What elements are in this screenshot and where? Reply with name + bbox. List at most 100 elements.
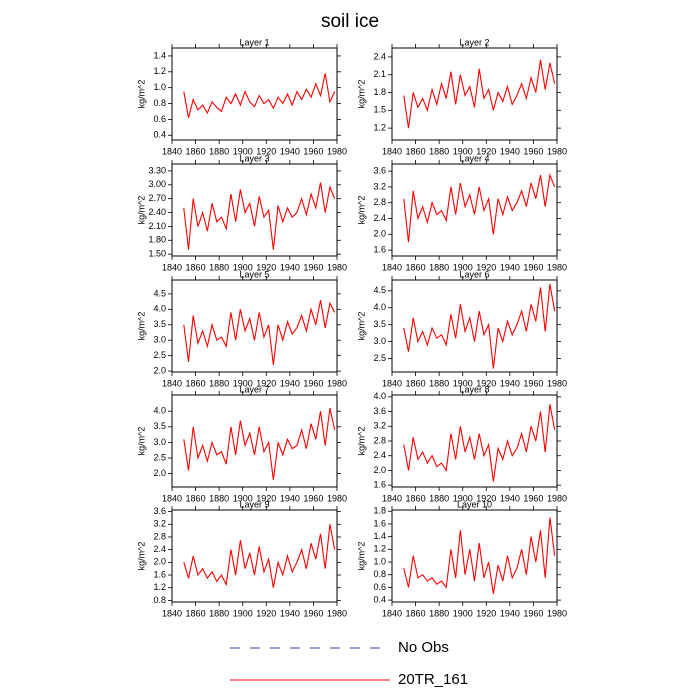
x-tick-label: 1940 xyxy=(500,262,520,272)
x-tick-label: 1980 xyxy=(327,608,347,618)
y-tick-label: 1.50 xyxy=(148,249,166,259)
y-tick-label: 4.0 xyxy=(153,406,166,416)
x-tick-label: 1960 xyxy=(303,262,323,272)
x-tick-label: 1940 xyxy=(280,608,300,618)
y-tick-label: 3.30 xyxy=(148,165,166,175)
y-axis-label: kg/m^2 xyxy=(356,80,366,109)
plot-frame xyxy=(171,279,338,373)
y-tick-label: 2.5 xyxy=(153,350,166,360)
y-tick-label: 3.6 xyxy=(373,406,386,416)
x-tick-label: 1940 xyxy=(500,378,520,388)
x-tick-label: 1860 xyxy=(186,262,206,272)
plot-frame xyxy=(171,509,338,603)
y-tick-label: 2.4 xyxy=(373,213,386,223)
y-axis-label: kg/m^2 xyxy=(356,196,366,225)
data-line xyxy=(183,299,336,365)
y-tick-label: 0.4 xyxy=(153,130,166,140)
x-tick-label: 1920 xyxy=(476,608,496,618)
x-tick-label: 1940 xyxy=(280,146,300,156)
x-tick-label: 1920 xyxy=(476,146,496,156)
x-tick-label: 1960 xyxy=(303,493,323,503)
plot-frame xyxy=(171,394,338,488)
panel-title: Layer 5 xyxy=(239,269,269,279)
x-tick-label: 1840 xyxy=(382,146,402,156)
plot-frame xyxy=(391,279,558,373)
y-tick-label: 1.2 xyxy=(153,582,166,592)
x-tick-label: 1960 xyxy=(303,378,323,388)
data-line xyxy=(183,73,336,118)
x-tick-label: 1980 xyxy=(327,262,347,272)
y-tick-label: 2.40 xyxy=(148,207,166,217)
x-tick-label: 1980 xyxy=(547,608,567,618)
y-axis-label: kg/m^2 xyxy=(356,542,366,571)
y-tick-label: 2.1 xyxy=(373,69,386,79)
y-axis-label: kg/m^2 xyxy=(356,312,366,341)
panel-title: Layer 3 xyxy=(239,153,269,163)
y-tick-label: 3.5 xyxy=(373,319,386,329)
x-tick-label: 1840 xyxy=(162,262,182,272)
x-tick-label: 1960 xyxy=(303,146,323,156)
x-tick-label: 1920 xyxy=(476,262,496,272)
y-axis-label: kg/m^2 xyxy=(136,542,146,571)
y-tick-label: 4.5 xyxy=(153,288,166,298)
x-tick-label: 1960 xyxy=(523,378,543,388)
x-tick-label: 1920 xyxy=(256,146,276,156)
y-tick-label: 2.5 xyxy=(373,353,386,363)
x-tick-label: 1940 xyxy=(500,608,520,618)
y-tick-label: 2.0 xyxy=(373,229,386,239)
x-tick-label: 1960 xyxy=(523,608,543,618)
x-tick-label: 1920 xyxy=(476,378,496,388)
x-tick-label: 1860 xyxy=(186,378,206,388)
x-tick-label: 1900 xyxy=(233,608,253,618)
x-tick-label: 1960 xyxy=(523,493,543,503)
y-tick-label: 3.2 xyxy=(153,519,166,529)
y-axis-label: kg/m^2 xyxy=(136,80,146,109)
panel-title: Layer 6 xyxy=(459,269,489,279)
panel-title: Layer 9 xyxy=(239,499,269,509)
x-tick-label: 1880 xyxy=(209,146,229,156)
y-tick-label: 3.0 xyxy=(153,335,166,345)
y-axis-label: kg/m^2 xyxy=(356,427,366,456)
y-axis-label: kg/m^2 xyxy=(136,196,146,225)
x-tick-label: 1880 xyxy=(429,378,449,388)
plot-frame xyxy=(391,509,558,603)
y-tick-label: 2.4 xyxy=(153,544,166,554)
y-tick-label: 3.5 xyxy=(153,319,166,329)
data-line xyxy=(403,59,556,129)
panel-title: Layer 7 xyxy=(239,384,269,394)
x-tick-label: 1940 xyxy=(500,146,520,156)
y-tick-label: 0.6 xyxy=(153,114,166,124)
y-tick-label: 1.4 xyxy=(153,50,166,60)
x-tick-label: 1980 xyxy=(547,146,567,156)
x-tick-label: 1920 xyxy=(256,493,276,503)
y-tick-label: 0.8 xyxy=(153,595,166,605)
y-tick-label: 1.6 xyxy=(373,518,386,528)
y-tick-label: 1.80 xyxy=(148,235,166,245)
x-tick-label: 1980 xyxy=(547,378,567,388)
y-tick-label: 3.2 xyxy=(373,421,386,431)
y-tick-label: 2.5 xyxy=(153,452,166,462)
x-tick-label: 1900 xyxy=(453,262,473,272)
data-line xyxy=(183,524,336,588)
x-tick-label: 1980 xyxy=(547,493,567,503)
y-tick-label: 2.8 xyxy=(153,531,166,541)
panel-title: Layer 10 xyxy=(457,499,492,509)
x-tick-label: 1960 xyxy=(303,608,323,618)
y-tick-label: 3.6 xyxy=(373,165,386,175)
y-tick-label: 2.10 xyxy=(148,221,166,231)
plot-frame xyxy=(391,394,558,488)
data-line xyxy=(403,172,556,243)
x-tick-label: 1860 xyxy=(406,378,426,388)
panel-title: Layer 4 xyxy=(459,153,489,163)
x-tick-label: 1980 xyxy=(327,493,347,503)
y-tick-label: 3.00 xyxy=(148,179,166,189)
y-axis-label: kg/m^2 xyxy=(136,427,146,456)
y-tick-label: 3.6 xyxy=(153,506,166,516)
x-tick-label: 1920 xyxy=(256,262,276,272)
y-tick-label: 1.4 xyxy=(373,531,386,541)
y-tick-label: 0.6 xyxy=(373,582,386,592)
y-tick-label: 2.4 xyxy=(373,450,386,460)
x-tick-label: 1900 xyxy=(233,378,253,388)
y-tick-label: 0.8 xyxy=(373,569,386,579)
x-tick-label: 1880 xyxy=(429,262,449,272)
